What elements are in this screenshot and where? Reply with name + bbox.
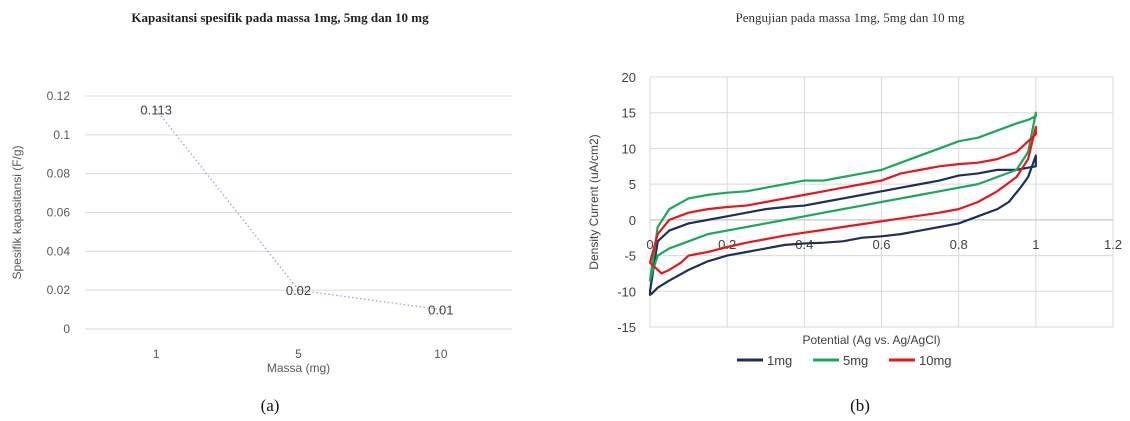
chart-a-y-axis-label: Spesifik kapasitansi (F/g) — [10, 145, 24, 279]
chart-b-y-tick-label: 20 — [622, 70, 636, 85]
chart-b-y-axis-label: Density Current (uA/cm2) — [587, 134, 601, 269]
chart-b-legend-label: 1mg — [767, 353, 792, 368]
chart-b-y-tick-label: -15 — [617, 320, 636, 335]
chart-b-legend-label: 10mg — [919, 353, 952, 368]
chart-b-title: Pengujian pada massa 1mg, 5mg dan 10 mg — [735, 10, 965, 25]
chart-b-y-tick-label: -10 — [617, 284, 636, 299]
chart-a-panel: Kapasitansi spesifik pada massa 1mg, 5mg… — [0, 0, 560, 421]
chart-a-x-axis-label: Massa (mg) — [267, 361, 330, 375]
chart-b-x-tick-label: 1 — [1032, 237, 1039, 252]
chart-a-data-label: 0.113 — [140, 103, 172, 118]
chart-b-x-tick-label: 1.2 — [1104, 237, 1122, 252]
chart-b-y-tick-label: 10 — [622, 141, 636, 156]
chart-b-x-axis-label: Potential (Ag vs. Ag/AgCl) — [802, 333, 940, 347]
chart-a-x-tick-label: 1 — [153, 347, 160, 361]
chart-a-y-tick-label: 0.02 — [47, 283, 71, 297]
chart-a-data-point — [154, 108, 158, 111]
chart-b-panel: Pengujian pada massa 1mg, 5mg dan 10 mg … — [560, 0, 1130, 421]
chart-b-y-tick-label: 0 — [629, 213, 636, 228]
chart-a-x-tick-label: 5 — [295, 347, 302, 361]
chart-a-plot: 0 0.02 0.04 0.06 0.08 0.1 0.12 1 5 10 0.113 0.02 0.0… — [10, 89, 512, 375]
chart-a-y-tick-label: 0.08 — [47, 167, 71, 181]
chart-a-title: Kapasitansi spesifik pada massa 1mg, 5mg… — [131, 10, 429, 25]
chart-b-x-tick-label: 0.6 — [872, 237, 890, 252]
chart-a-y-tick-label: 0.06 — [47, 206, 71, 220]
chart-b-series-1mg — [648, 154, 1037, 296]
chart-a-y-tick-label: 0.04 — [47, 244, 71, 258]
chart-b-legend-label: 5mg — [843, 353, 868, 368]
chart-b-x-tick-label: 0 — [646, 237, 653, 252]
chart-a-y-tick-label: 0 — [63, 322, 70, 336]
chart-b-series-5mg — [648, 111, 1037, 282]
chart-a-data-point — [297, 288, 300, 292]
chart-a-data-label: 0.02 — [286, 283, 311, 298]
chart-a-y-tick-label: 0.1 — [53, 128, 70, 142]
chart-a-series-line — [155, 109, 441, 311]
chart-a-y-tick-label: 0.12 — [47, 89, 71, 103]
chart-a-data-point — [439, 308, 443, 311]
chart-a-data-label: 0.01 — [428, 303, 453, 318]
chart-b-x-tick-label: 0.8 — [950, 237, 968, 252]
chart-b-y-tick-label: 15 — [622, 106, 636, 121]
chart-b-y-tick-label: -5 — [624, 249, 636, 264]
caption-a: (a) — [260, 396, 280, 415]
chart-a-x-tick-label: 10 — [434, 347, 448, 361]
caption-b: (b) — [850, 396, 870, 415]
chart-b-y-tick-label: 5 — [629, 177, 636, 192]
chart-b-series-10mg — [648, 125, 1037, 275]
